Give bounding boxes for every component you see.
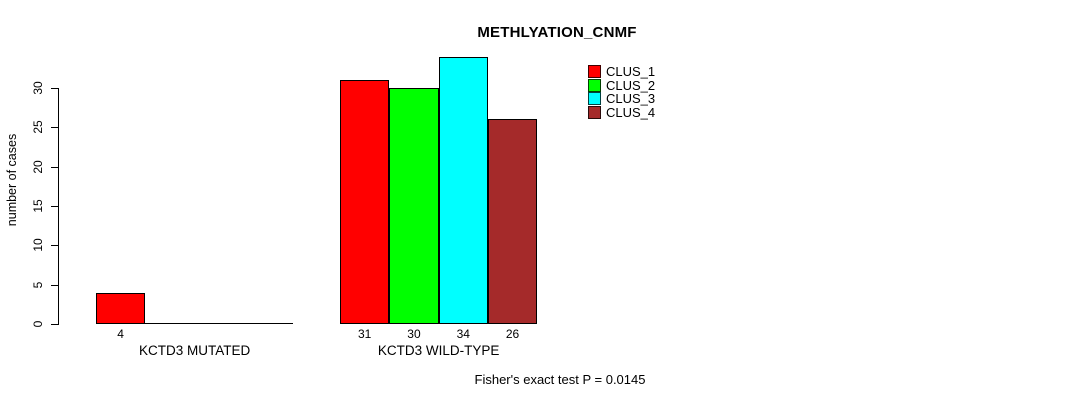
y-axis-title: number of cases xyxy=(5,133,19,227)
bar-clus_4 xyxy=(487,119,538,324)
bar-value-label: 31 xyxy=(357,327,372,341)
legend-label: CLUS_2 xyxy=(606,77,656,93)
y-tick-label: 20 xyxy=(31,159,45,174)
y-tick-label: 15 xyxy=(31,199,45,213)
y-tick xyxy=(51,245,58,247)
bar-value-label: 26 xyxy=(505,327,520,341)
group-baseline xyxy=(96,323,294,324)
y-axis-line xyxy=(58,88,59,325)
x-category-label: KCTD3 MUTATED xyxy=(138,343,251,358)
legend-label: CLUS_4 xyxy=(606,104,656,120)
bar-value-label: 4 xyxy=(117,327,124,341)
annotation-text: Fisher's exact test P = 0.0145 xyxy=(474,372,646,387)
legend-label: CLUS_3 xyxy=(606,91,656,106)
y-tick xyxy=(51,324,58,325)
bar-value-label: 30 xyxy=(407,327,421,341)
y-tick-label: 10 xyxy=(31,238,45,253)
y-tick-label: 5 xyxy=(31,281,45,288)
bar-value-label: 34 xyxy=(456,327,470,341)
y-tick xyxy=(51,206,58,207)
y-tick xyxy=(51,284,58,286)
chart-title: METHLYATION_CNMF xyxy=(477,24,637,41)
bar-clus_1 xyxy=(340,80,390,324)
y-tick xyxy=(51,127,58,129)
x-category-label: KCTD3 WILD-TYPE xyxy=(377,343,500,358)
legend-swatch xyxy=(588,78,601,92)
legend-swatch xyxy=(588,92,601,105)
y-tick xyxy=(51,166,58,168)
bar-clus_1 xyxy=(96,292,146,324)
y-tick-label: 30 xyxy=(31,81,45,95)
legend-swatch xyxy=(588,105,601,119)
legend-swatch xyxy=(588,65,601,78)
legend-label: CLUS_1 xyxy=(606,64,656,79)
bar-clus_3 xyxy=(438,56,488,324)
y-tick xyxy=(51,88,58,89)
y-tick-label: 25 xyxy=(31,120,45,135)
bar-clus_2 xyxy=(389,88,439,324)
y-tick-label: 0 xyxy=(31,320,45,328)
